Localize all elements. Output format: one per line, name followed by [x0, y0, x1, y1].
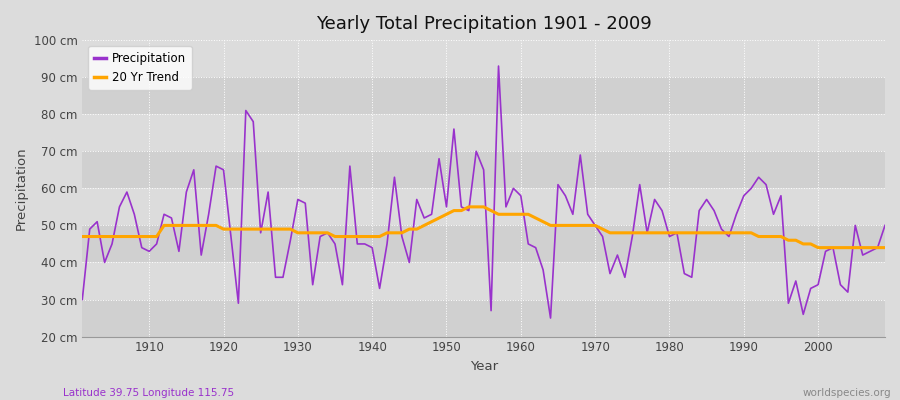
Bar [82, 151, 885, 188]
Precipitation [300, 201, 310, 206]
Precipitation [345, 164, 356, 168]
Precipitation [545, 316, 556, 320]
Line: Precipitation: Precipitation [82, 66, 885, 318]
20 Yr Trend [345, 234, 356, 239]
Precipitation [879, 223, 890, 228]
20 Yr Trend [137, 234, 148, 239]
Text: Latitude 39.75 Longitude 115.75: Latitude 39.75 Longitude 115.75 [63, 388, 234, 398]
Y-axis label: Precipitation: Precipitation [15, 146, 28, 230]
Precipitation [137, 245, 148, 250]
Bar [82, 77, 885, 114]
20 Yr Trend [516, 212, 526, 217]
20 Yr Trend [300, 230, 310, 235]
Precipitation [516, 193, 526, 198]
Bar [82, 114, 885, 151]
Title: Yearly Total Precipitation 1901 - 2009: Yearly Total Precipitation 1901 - 2009 [316, 15, 652, 33]
20 Yr Trend [523, 212, 534, 217]
Bar [82, 40, 885, 77]
20 Yr Trend [76, 234, 87, 239]
Legend: Precipitation, 20 Yr Trend: Precipitation, 20 Yr Trend [88, 46, 192, 90]
Precipitation [76, 297, 87, 302]
Precipitation [493, 64, 504, 68]
Bar [82, 262, 885, 300]
Line: 20 Yr Trend: 20 Yr Trend [82, 207, 885, 248]
20 Yr Trend [464, 204, 474, 209]
20 Yr Trend [879, 245, 890, 250]
Text: worldspecies.org: worldspecies.org [803, 388, 891, 398]
Precipitation [523, 242, 534, 246]
Bar [82, 188, 885, 226]
X-axis label: Year: Year [470, 360, 498, 373]
Bar [82, 226, 885, 262]
Precipitation [619, 275, 630, 280]
Bar [82, 300, 885, 336]
20 Yr Trend [612, 230, 623, 235]
20 Yr Trend [813, 245, 824, 250]
